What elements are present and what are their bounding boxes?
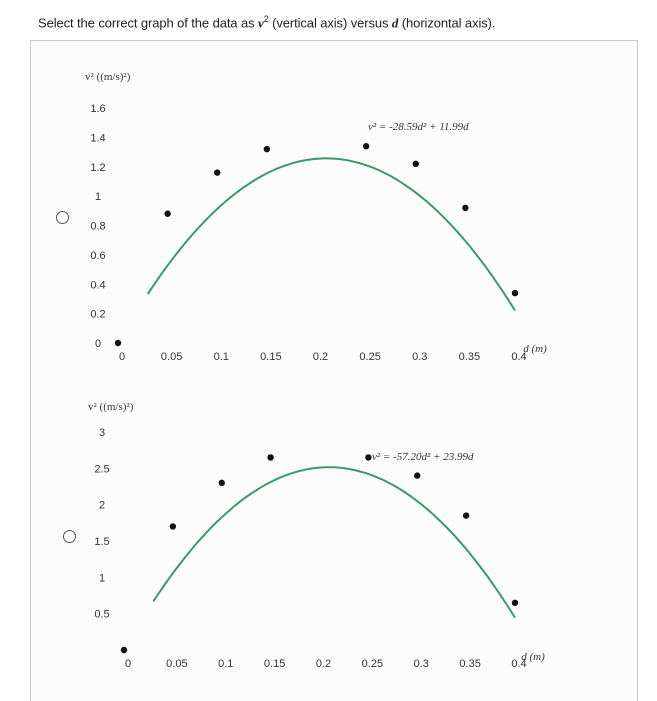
data-point [511,599,519,606]
variable-v: v [258,15,264,31]
x-tick-label: 0.2 [316,658,331,670]
data-point [164,210,171,217]
y-tick-label: 2.5 [94,463,109,475]
x-tick-label: 0.25 [359,351,380,363]
x-tick-label: 0.05 [161,351,182,363]
x-tick-label: 0 [119,351,125,363]
y-tick-label: 0 [95,338,101,350]
x-tick-label: 0.15 [260,351,281,363]
x-tick-label: 0.3 [414,658,429,670]
question-middle: (vertical axis) versus [268,15,392,31]
radio-option-2[interactable] [63,530,76,543]
exponent: 2 [263,14,269,24]
x-tick-label: 0.25 [362,658,383,670]
x-tick-label: 0.4 [511,351,526,363]
data-point [414,472,421,479]
chart-1: v² ((m/s)²) 0 0.2 0.4 0.6 0.8 1 1.2 1.4 1.6 0 0.05 0… [85,71,547,363]
fit-curve [146,157,516,312]
y-tick-label: 1.2 [90,162,105,174]
x-tick-label: 0.35 [459,658,480,670]
y-tick-label: 1.5 [94,536,109,548]
data-point [462,512,470,519]
data-point [365,454,372,461]
fit-curve [152,466,516,619]
data-point [114,339,122,347]
x-tick-label: 0.3 [412,351,427,363]
y-tick-label: 1.4 [90,132,105,144]
x-tick-label: 0.2 [313,351,328,363]
y-tick-label: 3 [99,427,105,439]
y-tick-label: 0.8 [90,221,105,233]
x-axis-label: d (m) [521,651,545,663]
y-tick-label: 2 [99,500,105,512]
fit-equation: v² = -28.59d² + 11.99d [368,121,469,133]
data-point [263,145,271,153]
answer-panel [30,40,638,701]
data-point [120,646,128,654]
data-point [218,479,225,487]
y-axis-label: v² ((m/s)²) [88,401,134,413]
data-point [169,523,177,530]
data-point [267,454,274,461]
question-suffix: (horizontal axis). [398,15,496,31]
x-tick-label: 0.35 [459,351,480,363]
variable-d: d [391,15,399,31]
x-axis-label: d (m) [523,343,547,355]
y-tick-label: 0.6 [90,250,105,262]
x-tick-label: 0 [125,658,131,670]
data-point [412,160,419,168]
y-tick-label: 0.2 [90,309,105,321]
y-tick-label: 1.6 [90,103,105,115]
fit-equation: v² = -57.20d² + 23.99d [372,451,474,463]
data-point [214,169,221,176]
data-point [362,142,370,150]
y-tick-label: 1 [99,572,105,584]
y-axis-label: v² ((m/s)²) [85,71,131,83]
x-tick-label: 0.1 [218,658,233,670]
x-tick-label: 0.15 [264,658,285,670]
question-text: Select the correct graph of the data as … [38,14,496,31]
radio-option-1[interactable] [56,211,69,224]
question-prefix: Select the correct graph of the data as [38,15,259,31]
x-tick-label: 0.1 [214,351,229,363]
x-tick-label: 0.05 [166,658,187,670]
data-point [462,204,469,212]
y-tick-label: 0.4 [90,279,105,291]
chart-2: v² ((m/s)²) 0.5 1 1.5 2 2.5 3 0 0.05 0.1 0.15 0.2 0.… [88,401,545,670]
y-tick-label: 0.5 [94,609,109,621]
y-tick-label: 1 [95,191,101,203]
x-tick-label: 0.4 [511,658,526,670]
data-point [511,289,519,297]
